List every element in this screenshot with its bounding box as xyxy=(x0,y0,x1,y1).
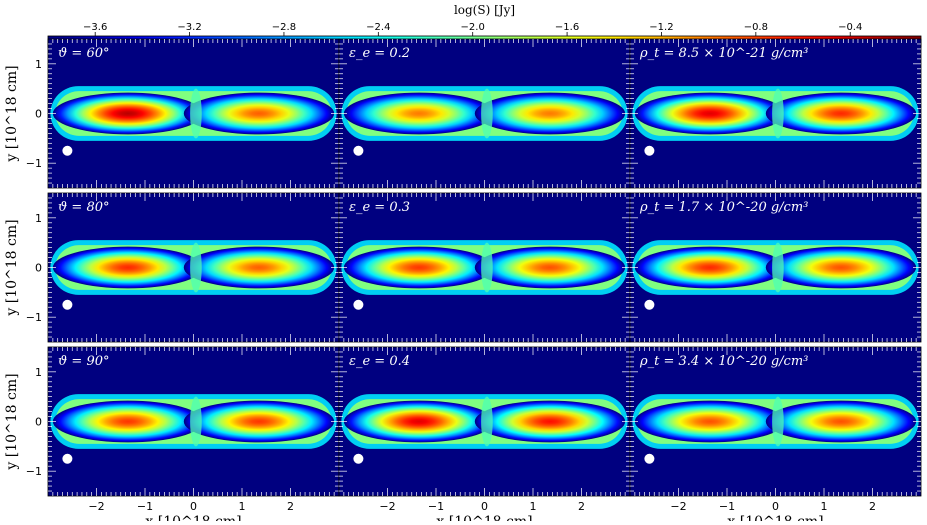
y-tick-label: 1 xyxy=(35,212,42,225)
x-tick-label: 1 xyxy=(821,500,828,513)
beam-marker xyxy=(62,299,73,310)
y-axis-label: y [10^18 cm] xyxy=(4,65,20,162)
colorbar-tick-label: −1.6 xyxy=(555,22,579,33)
left-lobe xyxy=(343,246,495,289)
right-lobe xyxy=(765,92,917,135)
colorbar-tick-label: −3.2 xyxy=(177,22,201,33)
x-tick-label: −1 xyxy=(428,500,444,513)
panel-label: ρ_t = 1.7 × 10^-20 g/cm³ xyxy=(639,200,808,215)
x-axis-label: x [10^18 cm] xyxy=(145,514,241,521)
left-lobe xyxy=(343,92,495,135)
left-lobe xyxy=(634,400,786,443)
panel-0-2 xyxy=(630,39,921,188)
panel-label: ϑ = 60° xyxy=(58,46,110,61)
x-tick-label: 1 xyxy=(530,500,537,513)
x-axis-label: x [10^18 cm] xyxy=(727,514,823,521)
colorbar-title: log(S) [Jy] xyxy=(454,3,515,17)
right-lobe xyxy=(765,246,917,289)
beam-marker xyxy=(644,145,655,156)
y-tick-label: −1 xyxy=(26,311,42,324)
central-gap xyxy=(190,396,202,447)
x-tick-label: 2 xyxy=(869,500,876,513)
x-tick-label: 0 xyxy=(772,500,779,513)
left-lobe xyxy=(343,400,495,443)
panel-2-0 xyxy=(48,347,339,496)
panel-2-2 xyxy=(630,347,921,496)
colorbar-tick-label: −2.0 xyxy=(461,22,485,33)
left-lobe xyxy=(634,246,786,289)
x-tick-label: −1 xyxy=(137,500,153,513)
beam-marker xyxy=(353,453,364,464)
x-tick-label: −2 xyxy=(379,500,395,513)
y-tick-label: 0 xyxy=(35,416,42,429)
x-tick-label: 2 xyxy=(578,500,585,513)
panel-label: ε_e = 0.2 xyxy=(349,46,410,61)
panel-1-2 xyxy=(630,193,921,342)
y-axis-label: y [10^18 cm] xyxy=(4,373,20,470)
central-gap xyxy=(481,396,493,447)
panel-1-1 xyxy=(339,193,630,342)
right-lobe xyxy=(474,246,626,289)
x-tick-label: −2 xyxy=(670,500,686,513)
beam-marker xyxy=(353,145,364,156)
beam-marker xyxy=(62,145,73,156)
x-tick-label: 0 xyxy=(190,500,197,513)
beam-marker xyxy=(644,299,655,310)
central-gap xyxy=(190,88,202,139)
y-tick-label: −1 xyxy=(26,157,42,170)
central-gap xyxy=(772,88,784,139)
y-tick-label: 0 xyxy=(35,262,42,275)
right-lobe xyxy=(474,400,626,443)
axes: 1 0 −1 y [10^18 cm] 1 0 −1 y [10^18 cm] 1 0 −1 y [1… xyxy=(4,58,876,525)
y-tick-label: 1 xyxy=(35,58,42,71)
beam-marker xyxy=(62,453,73,464)
beam-marker xyxy=(644,453,655,464)
y-tick-label: 0 xyxy=(35,108,42,121)
right-lobe xyxy=(183,246,335,289)
panel-label: ϑ = 80° xyxy=(58,200,110,215)
central-gap xyxy=(772,242,784,293)
panel-label: ρ_t = 3.4 × 10^-20 g/cm³ xyxy=(639,354,808,369)
panel-label: ε_e = 0.4 xyxy=(349,354,410,369)
right-lobe xyxy=(183,400,335,443)
right-lobe xyxy=(765,400,917,443)
panel-2-1 xyxy=(339,347,630,496)
right-lobe xyxy=(183,92,335,135)
x-tick-label: 2 xyxy=(287,500,294,513)
right-lobe xyxy=(474,92,626,135)
central-gap xyxy=(772,396,784,447)
left-lobe xyxy=(52,246,204,289)
panel-0-1 xyxy=(339,39,630,188)
colorbar-tick-label: −0.4 xyxy=(838,22,862,33)
colorbar-tick-label: −2.4 xyxy=(366,22,390,33)
left-lobe xyxy=(52,400,204,443)
x-tick-label: −2 xyxy=(88,500,104,513)
y-tick-label: 1 xyxy=(35,366,42,379)
colorbar-tick-label: −0.8 xyxy=(744,22,768,33)
panel-label: ϑ = 90° xyxy=(58,354,110,369)
panel-label: ε_e = 0.3 xyxy=(349,200,410,215)
central-gap xyxy=(190,242,202,293)
panel-0-0 xyxy=(48,39,339,188)
x-tick-label: −1 xyxy=(719,500,735,513)
panel-label: ρ_t = 8.5 × 10^-21 g/cm³ xyxy=(639,46,808,61)
x-axis-label: x [10^18 cm] xyxy=(436,514,532,521)
panel-1-0 xyxy=(48,193,339,342)
beam-marker xyxy=(353,299,364,310)
left-lobe xyxy=(52,92,204,135)
x-tick-label: 1 xyxy=(239,500,246,513)
colorbar-tick-label: −3.6 xyxy=(83,22,107,33)
y-tick-label: −1 xyxy=(26,465,42,478)
colorbar-tick-label: −1.2 xyxy=(649,22,673,33)
left-lobe xyxy=(634,92,786,135)
central-gap xyxy=(481,88,493,139)
y-axis-label: y [10^18 cm] xyxy=(4,219,20,316)
central-gap xyxy=(481,242,493,293)
x-tick-label: 0 xyxy=(481,500,488,513)
panels: ϑ = 60° ε_e = 0.2 ρ_t = 8.5 × 10^-21 g/cm³… xyxy=(47,38,922,497)
colorbar-tick-label: −2.8 xyxy=(272,22,296,33)
